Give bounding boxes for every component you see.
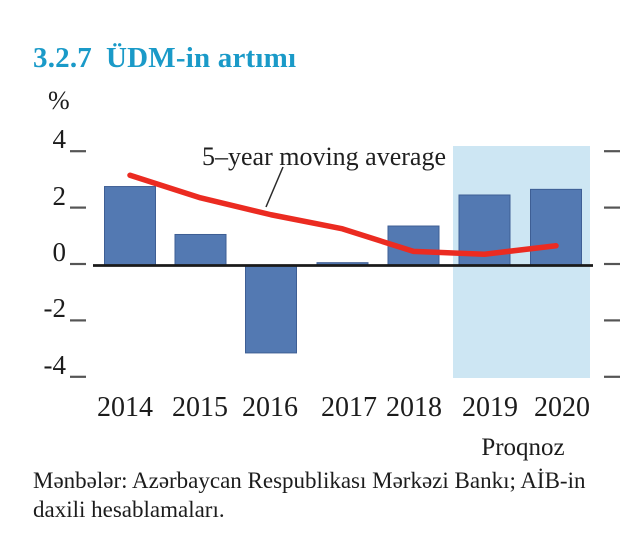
x-tick-label-2018: 2018 (386, 392, 442, 423)
annotation-leader-line (265, 166, 284, 208)
y-tick-label--4: -4 (43, 349, 67, 380)
x-tick-label-2019: 2019 (462, 392, 518, 423)
x-tick-label-2020: 2020 (534, 392, 590, 423)
figure-name: ÜDM-in artımı (106, 42, 297, 74)
figure-title: 3.2.7 ÜDM-in artımı (33, 42, 296, 75)
forecast-label: Proqnoz (481, 434, 565, 461)
moving-average-annotation: 5–year moving average (202, 142, 447, 171)
y-tick-label--2: -2 (43, 293, 67, 324)
bar-2015 (174, 233, 227, 266)
y-tick-label-2: 2 (52, 180, 67, 211)
y-axis-unit-label: % (48, 86, 70, 115)
x-tick-label-2016: 2016 (242, 392, 298, 423)
bar-2020 (530, 188, 582, 266)
moving-average-line (127, 172, 559, 257)
x-tick-label-2017: 2017 (321, 392, 377, 423)
x-tick-label-2015: 2015 (172, 392, 228, 423)
bar-2016 (245, 265, 297, 354)
source-note: Mənbələr: Azərbaycan Respublikası Mərkəz… (33, 468, 586, 523)
figure-number: 3.2.7 (33, 42, 92, 74)
y-tick-label-0: 0 (52, 237, 67, 267)
y-tick-label-4: 4 (52, 124, 67, 155)
x-tick-label-2014: 2014 (97, 392, 153, 423)
bar-2014 (104, 186, 156, 266)
